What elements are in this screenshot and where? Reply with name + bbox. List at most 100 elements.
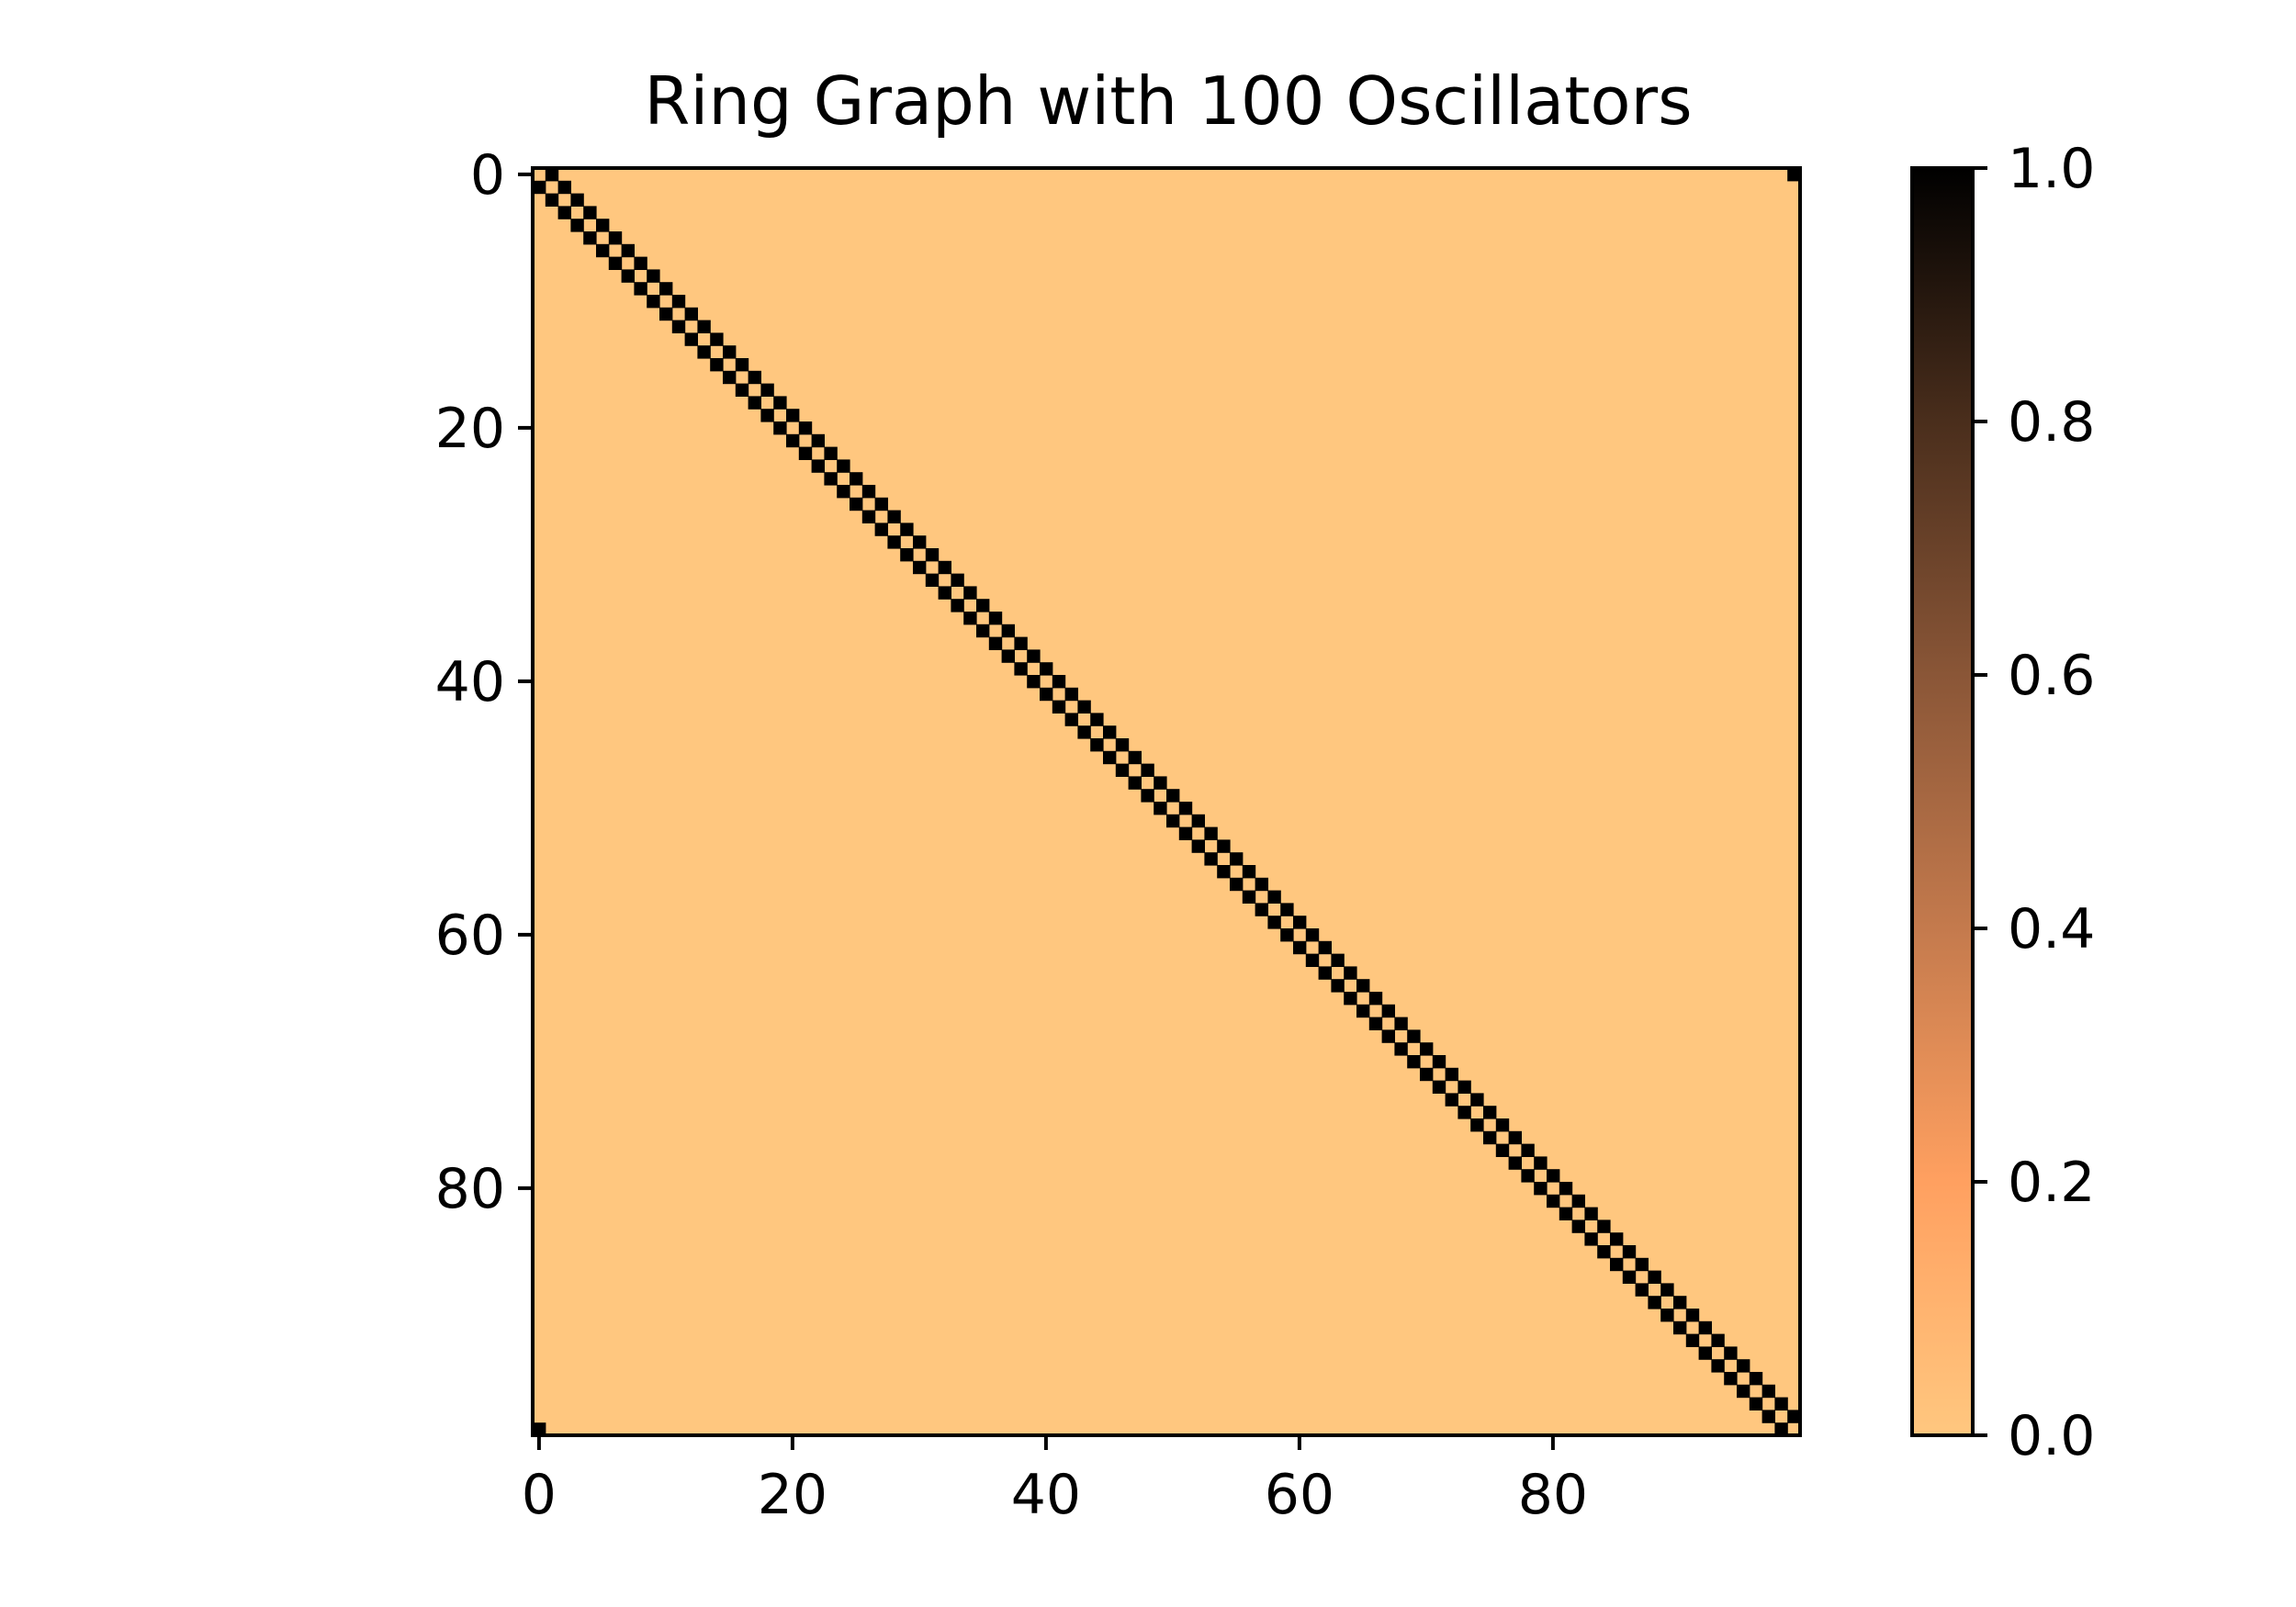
colorbar-tick-label: 0.2 xyxy=(2008,1151,2095,1215)
y-tick-label: 0 xyxy=(470,143,505,208)
heatmap-cell xyxy=(1293,916,1307,929)
heatmap-cell xyxy=(887,510,901,523)
heatmap-cell xyxy=(1305,928,1320,942)
heatmap-cell xyxy=(1495,1118,1510,1132)
heatmap-cell xyxy=(1749,1397,1763,1410)
heatmap-cell xyxy=(1737,1359,1750,1373)
heatmap-cell xyxy=(760,409,774,422)
x-tick-label: 80 xyxy=(1518,1463,1588,1527)
heatmap-cell xyxy=(1368,992,1383,1006)
heatmap-cell xyxy=(723,345,737,359)
colorbar-tick-label: 0.0 xyxy=(2008,1404,2095,1468)
heatmap-cell xyxy=(1787,168,1801,182)
heatmap-cell xyxy=(1597,1245,1611,1259)
heatmap-cell xyxy=(1154,776,1167,790)
heatmap-cell xyxy=(861,485,876,499)
heatmap-cell xyxy=(570,193,584,207)
heatmap-cell xyxy=(1648,1296,1661,1309)
heatmap-cell xyxy=(824,472,838,486)
heatmap-cell xyxy=(1584,1207,1598,1220)
heatmap-cell xyxy=(748,396,761,410)
heatmap-cell xyxy=(1407,1029,1421,1043)
heatmap-cell xyxy=(1547,1169,1560,1183)
heatmap-cell xyxy=(583,206,597,219)
heatmap-cell xyxy=(1052,675,1066,689)
heatmap-cell xyxy=(1368,1017,1383,1030)
heatmap-cell xyxy=(1255,903,1268,916)
heatmap-cell xyxy=(1635,1283,1649,1297)
heatmap-cell xyxy=(1381,1004,1395,1018)
heatmap-cell xyxy=(1534,1156,1548,1170)
heatmap-cell xyxy=(811,433,825,448)
heatmap-cell xyxy=(735,383,749,397)
heatmap-cell xyxy=(1521,1143,1535,1157)
heatmap-cell xyxy=(1267,916,1281,929)
colorbar-tick-label: 0.6 xyxy=(2008,644,2095,708)
heatmap-cell xyxy=(1128,750,1142,765)
heatmap-cell xyxy=(1787,1410,1801,1423)
heatmap-cell xyxy=(1432,1055,1446,1069)
heatmap-cell xyxy=(1660,1283,1674,1297)
heatmap-cell xyxy=(1027,649,1041,663)
heatmap-cell xyxy=(608,256,623,270)
heatmap-cell xyxy=(697,345,711,359)
heatmap-cell xyxy=(1761,1410,1775,1423)
heatmap-cell xyxy=(1115,763,1130,777)
heatmap-cell xyxy=(1356,1004,1370,1018)
heatmap-cell xyxy=(1584,1232,1598,1246)
heatmap-cell xyxy=(1648,1270,1661,1284)
y-tick-label: 60 xyxy=(435,904,505,968)
heatmap-cell xyxy=(837,459,850,473)
colorbar-tick-label: 0.8 xyxy=(2008,390,2095,455)
x-tick-label: 60 xyxy=(1265,1463,1334,1527)
heatmap-cell xyxy=(1483,1130,1497,1145)
heatmap-cell xyxy=(1685,1309,1700,1322)
heatmap-cell xyxy=(1014,636,1028,650)
y-tick-label: 20 xyxy=(435,397,505,461)
heatmap-cell xyxy=(1622,1270,1637,1284)
heatmap-cell xyxy=(874,523,888,536)
heatmap-cell xyxy=(1242,890,1256,904)
heatmap-cell xyxy=(1597,1219,1611,1233)
heatmap-cell xyxy=(1166,789,1180,803)
heatmap-cell xyxy=(557,180,571,195)
heatmap-cell xyxy=(723,370,737,385)
colorbar xyxy=(1910,166,1975,1437)
heatmap-cell xyxy=(533,1422,546,1436)
heatmap-cell xyxy=(1559,1182,1573,1196)
heatmap-cell xyxy=(647,295,660,309)
heatmap-cell xyxy=(988,636,1003,650)
heatmap-cell xyxy=(1191,814,1205,828)
heatmap-cell xyxy=(963,586,977,600)
heatmap-cell xyxy=(596,243,610,258)
heatmap-cell xyxy=(1445,1067,1458,1082)
heatmap-cell xyxy=(1381,1029,1395,1043)
heatmap-cell xyxy=(1635,1257,1649,1272)
heatmap-cell xyxy=(659,282,673,296)
heatmap-cell xyxy=(1407,1055,1421,1069)
heatmap-cell xyxy=(1698,1320,1712,1335)
heatmap-cell xyxy=(1344,966,1357,980)
heatmap-cell xyxy=(557,206,571,219)
heatmap-cell xyxy=(850,497,863,511)
heatmap-cell xyxy=(1483,1106,1497,1119)
heatmap-cell xyxy=(1685,1333,1700,1347)
heatmap-cell xyxy=(1774,1397,1788,1410)
heatmap-cell xyxy=(1508,1130,1522,1145)
heatmap-cell xyxy=(1255,877,1268,892)
heatmap-cell xyxy=(710,358,724,372)
heatmap-cell xyxy=(1534,1182,1548,1196)
heatmap-cell xyxy=(1191,839,1205,853)
heatmap-cell xyxy=(1521,1169,1535,1183)
heatmap-cell xyxy=(533,180,546,195)
x-tick-label: 40 xyxy=(1011,1463,1081,1527)
heatmap-cell xyxy=(1559,1207,1573,1220)
heatmap-cell xyxy=(671,320,686,333)
heatmap-cell xyxy=(1344,992,1357,1006)
heatmap-cell xyxy=(760,383,774,397)
heatmap-cell xyxy=(913,535,927,549)
heatmap-cell xyxy=(1204,852,1218,866)
heatmap-cell xyxy=(1064,713,1078,726)
heatmap-cell xyxy=(608,231,623,245)
